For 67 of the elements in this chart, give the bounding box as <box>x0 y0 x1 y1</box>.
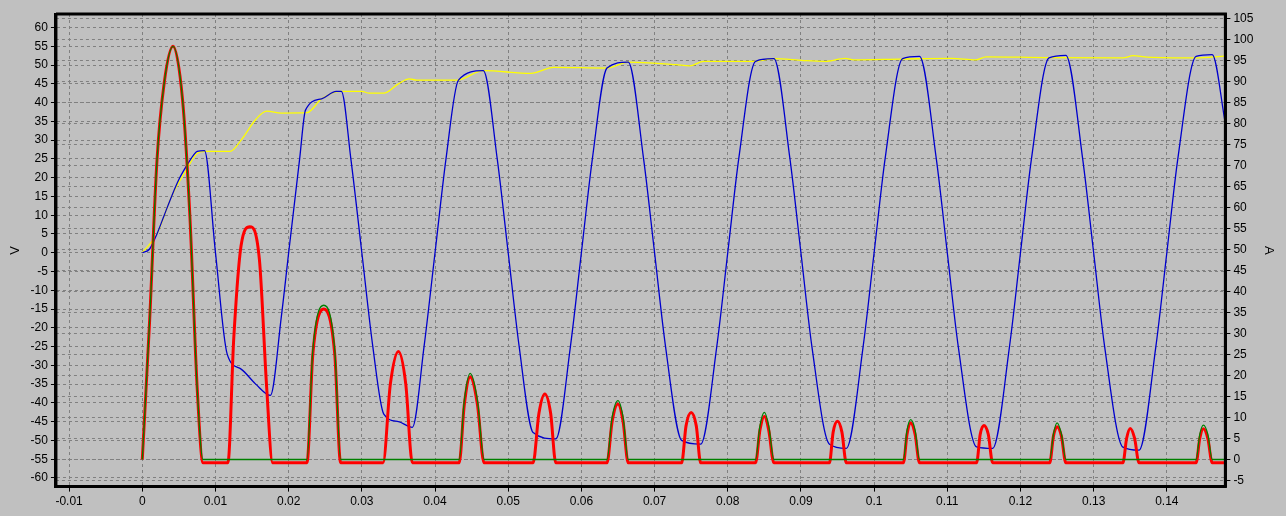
x-tick-label: 0.09 <box>789 494 813 509</box>
y-tick-label: 5 <box>41 226 49 241</box>
y2-tick-label: 45 <box>1233 262 1248 277</box>
x-tick-label: 0.11 <box>936 494 959 509</box>
y2-tick-label: 65 <box>1233 178 1248 193</box>
x-tick-label: 0.13 <box>1081 494 1106 509</box>
x-tick-label: 0.03 <box>350 494 374 509</box>
y2-tick-label: 20 <box>1233 367 1248 382</box>
y-tick-label: 50 <box>34 57 49 72</box>
y-tick-label: -45 <box>30 413 49 428</box>
y2-tick-label: 50 <box>1233 241 1248 256</box>
y2-tick-label: 5 <box>1233 430 1241 445</box>
y-tick-label: -10 <box>30 282 49 297</box>
y2-tick-label: 80 <box>1233 115 1248 130</box>
y-tick-label: 20 <box>34 169 49 184</box>
y-tick-label: 15 <box>34 188 49 203</box>
y-tick-label: -55 <box>30 451 49 466</box>
y2-tick-label: 35 <box>1233 304 1248 319</box>
y2-tick-label: 10 <box>1233 409 1248 424</box>
y2-tick-label: 0 <box>1233 451 1241 466</box>
x-tick-label: 0.1 <box>865 494 883 509</box>
y-tick-label: 40 <box>34 94 49 109</box>
x-tick-label: 0.07 <box>642 494 667 509</box>
line-series <box>141 55 1226 254</box>
x-tick-label: 0.06 <box>569 494 594 509</box>
x-tick-label: 0.01 <box>203 494 228 509</box>
y2-tick-label: 15 <box>1233 388 1248 403</box>
y2-tick-label: -5 <box>1233 472 1245 487</box>
y-tick-label: -40 <box>30 395 49 410</box>
y2-axis-title: A <box>1261 245 1277 255</box>
x-tick-label: 0.14 <box>1155 494 1179 509</box>
y-tick-label: -60 <box>30 470 49 485</box>
y-tick-label: 45 <box>34 76 49 91</box>
x-tick-label: 0.08 <box>716 494 740 509</box>
x-tick-label: 0.02 <box>276 494 301 509</box>
y2-tick-label: 40 <box>1233 283 1248 298</box>
y-axis-title: V <box>7 245 23 255</box>
y2-tick-label: 100 <box>1233 31 1254 46</box>
y2-tick-label: 55 <box>1233 220 1248 235</box>
y2-tick-label: 60 <box>1233 199 1248 214</box>
y-tick-label: 60 <box>34 19 49 34</box>
y-tick-label: -20 <box>30 320 49 335</box>
y2-tick-label: 95 <box>1233 52 1248 67</box>
x-tick-label: 0 <box>138 494 146 509</box>
y2-tick-label: 30 <box>1233 325 1248 340</box>
y2-tick-label: 25 <box>1233 346 1248 361</box>
y2-tick-label: 75 <box>1233 136 1248 151</box>
y-tick-label: -50 <box>30 432 49 447</box>
y-tick-label: -25 <box>30 338 49 353</box>
x-tick-label: 0.04 <box>423 494 448 509</box>
y-tick-label: 25 <box>34 151 49 166</box>
y2-tick-label: 90 <box>1233 73 1248 88</box>
y-tick-label: 30 <box>34 132 49 147</box>
y-tick-label: -30 <box>30 357 49 372</box>
y-tick-label: 10 <box>34 207 49 222</box>
y2-tick-label: 70 <box>1233 157 1248 172</box>
y-tick-label: 55 <box>34 38 49 53</box>
y-tick-label: -15 <box>30 301 49 316</box>
y-tick-label: 0 <box>41 245 49 260</box>
y2-tick-label: 105 <box>1233 10 1254 25</box>
x-tick-label: 0.12 <box>1008 494 1033 509</box>
y-tick-label: -5 <box>37 263 49 278</box>
y2-tick-label: 85 <box>1233 94 1248 109</box>
x-tick-label: 0.05 <box>496 494 521 509</box>
x-tick-label: -0.01 <box>55 494 84 509</box>
y-tick-label: 35 <box>34 113 49 128</box>
y-tick-label: -35 <box>30 376 49 391</box>
